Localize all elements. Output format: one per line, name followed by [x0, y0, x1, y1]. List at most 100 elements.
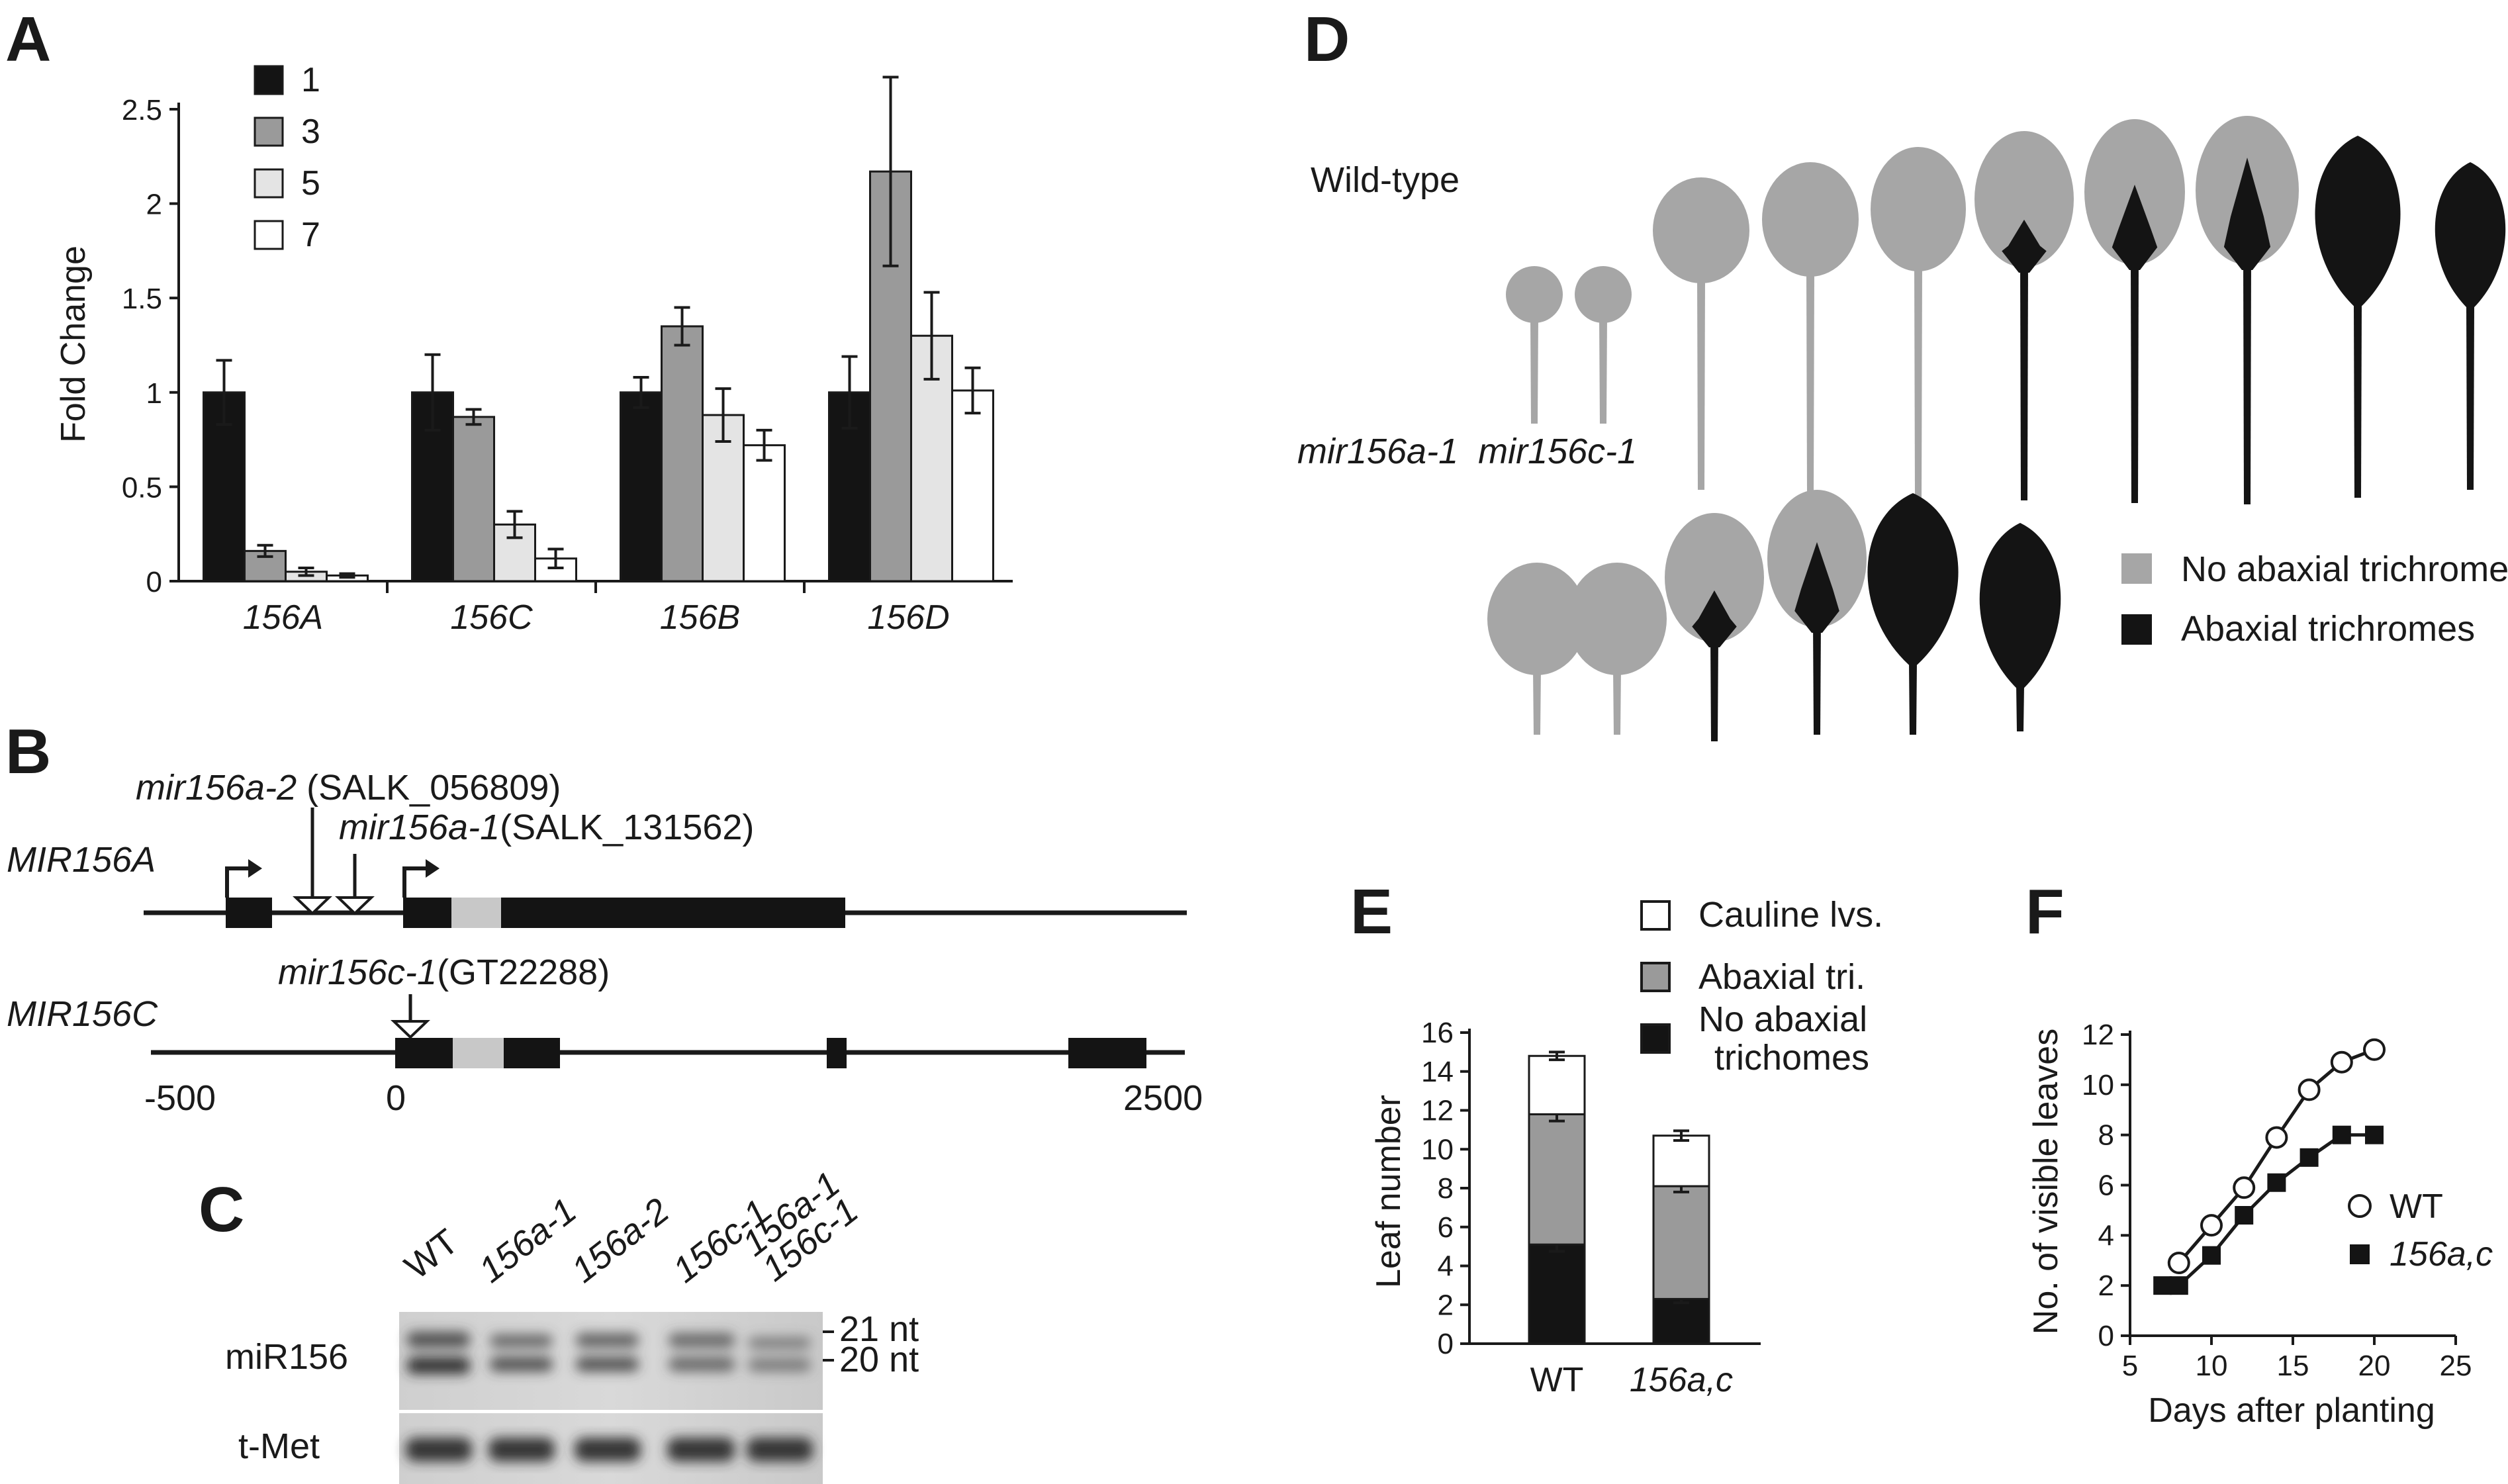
lane-label: 156a-1: [471, 1191, 583, 1291]
y-tick-label: 0.5: [122, 471, 162, 504]
legend-label-trichomes: Abaxial trichromes: [2181, 609, 2475, 649]
stacked-bar-segment: [1652, 1297, 1710, 1345]
leaf-blade: [1653, 177, 1749, 283]
x-tick-label: 20: [2358, 1350, 2391, 1382]
y-tick-label: 6: [1438, 1211, 1454, 1244]
legend-swatch-no-abaxial: [1640, 1023, 1671, 1054]
stacked-bar-segment: [1652, 1135, 1710, 1187]
leaf-blade: [1665, 513, 1764, 642]
leaf-silhouette: [1762, 162, 1859, 495]
mir156a-exon: [403, 898, 451, 928]
data-point: [2235, 1206, 2254, 1225]
x-category-label: 156B: [660, 598, 740, 637]
mir156a-gene-model: mir156a-2 (SALK_056809) mir156a-1(SALK_1…: [136, 768, 1187, 928]
data-point: [2200, 1214, 2223, 1237]
leaf-petiole: [2020, 261, 2028, 500]
bar: [620, 391, 663, 582]
x-category-label: 156A: [243, 598, 323, 637]
data-point: [2299, 1148, 2319, 1167]
allele-label-mir156a-1: mir156a-1(SALK_131562): [339, 808, 754, 847]
leaf-series-wild-type: [1506, 116, 2506, 504]
legend-label: 5: [301, 164, 320, 203]
legend-label: WT: [2390, 1187, 2443, 1226]
stacked-bar-segment: [1528, 1113, 1586, 1246]
leaf-petiole: [1813, 621, 1821, 735]
legend-label: 7: [301, 216, 320, 254]
leaf-petiole: [1909, 662, 1917, 735]
y-tick-label: 10: [2082, 1069, 2114, 1101]
stacked-bar-segment: [1528, 1054, 1586, 1115]
mir156c-exon: [1068, 1038, 1146, 1068]
bar: [661, 325, 704, 582]
leaf-silhouette: [1767, 490, 1867, 735]
leaf-silhouette: [1974, 131, 2074, 500]
data-point: [2298, 1078, 2321, 1101]
y-tick-label: 0: [1438, 1328, 1454, 1360]
y-tick-label: 10: [1421, 1133, 1454, 1166]
legend-swatch-trichomes: [2121, 614, 2152, 645]
data-point: [2169, 1276, 2188, 1295]
data-point: [2153, 1276, 2172, 1295]
x-tick-label: 5: [2122, 1350, 2138, 1382]
leaf-blade: [1762, 162, 1859, 277]
panel-d-letter: D: [1304, 4, 1350, 75]
x-category-label: 156C: [450, 598, 533, 637]
size-marker-21nt: 21 nt: [839, 1309, 919, 1349]
legend-marker: [2350, 1244, 2370, 1264]
y-tick-label: 12: [1421, 1095, 1454, 1127]
leaf-silhouette: [2084, 119, 2185, 503]
y-tick-label: 2.5: [122, 94, 162, 126]
x-tick-label: 10: [2196, 1350, 2228, 1382]
genotype-label-double-mutant: mir156a-1 mir156c-1: [1297, 432, 1637, 471]
leaf-petiole: [1530, 316, 1538, 424]
y-tick-label: 0: [146, 566, 162, 598]
y-tick-label: 1: [146, 377, 162, 410]
leaf-silhouette: [2196, 116, 2299, 504]
data-point: [2265, 1126, 2288, 1149]
legend-swatch-no-trichomes: [2121, 553, 2152, 584]
data-point: [2167, 1252, 2190, 1275]
legend-swatch-abaxial: [1640, 962, 1671, 992]
y-tick-label: 2: [2098, 1270, 2114, 1302]
panel-a: A 0 0.5 1 1.5 2 2.5 Fold Change 156A 156C 156B 156…: [5, 4, 1013, 637]
leaf-silhouette: [1871, 147, 1966, 498]
y-tick-label: 8: [1438, 1172, 1454, 1205]
t-dna-insertion-icon: [293, 808, 332, 915]
x-category-label: 156a,c: [1630, 1361, 1733, 1399]
panel-d: D Wild-type mir156a-1 mir156c-1 No abaxia…: [1297, 4, 2508, 741]
leaf-petiole: [1599, 316, 1607, 424]
leaf-petiole: [1710, 635, 1718, 741]
panel-c-letter: C: [199, 1174, 244, 1245]
legend-swatch-cauline: [1640, 900, 1671, 931]
leaf-petiole: [2016, 685, 2024, 731]
leaf-petiole: [1697, 277, 1705, 490]
x-axis-title: Days after planting: [2148, 1391, 2435, 1430]
trichome-region: [2002, 219, 2047, 273]
legend-label: 156a,c: [2390, 1235, 2493, 1274]
allele-label-mir156a-2: mir156a-2 (SALK_056809): [136, 768, 561, 808]
legend-marker: [2348, 1194, 2372, 1218]
leaf-silhouette: [2315, 136, 2401, 498]
data-point: [2363, 1038, 2386, 1061]
gene-label-mir156a: MIR156A: [7, 840, 156, 880]
leaf-petiole: [1806, 270, 1814, 495]
panel-b-letter: B: [5, 716, 51, 787]
leaf-blade: [1871, 147, 1966, 271]
panel-b: B MIR156A MIR156C: [5, 716, 1203, 1118]
legend-label-cauline: Cauline lvs.: [1698, 895, 1883, 935]
data-point: [2332, 1125, 2351, 1144]
leaf-petiole: [2354, 303, 2362, 498]
trichome-region: [1692, 590, 1737, 647]
leaf-silhouette: [1665, 513, 1764, 741]
leaf-petiole: [1914, 265, 1922, 498]
mir156c-exon: [395, 1038, 453, 1068]
y-tick-label: 0: [2098, 1320, 2114, 1352]
data-point: [2202, 1246, 2221, 1265]
leaf-silhouette: [1867, 493, 1959, 735]
mir156c-exon: [827, 1038, 847, 1068]
panel-e-letter: E: [1350, 876, 1393, 947]
northern-blot-tmet: [399, 1413, 823, 1484]
scale-label-zero: 0: [386, 1078, 406, 1118]
